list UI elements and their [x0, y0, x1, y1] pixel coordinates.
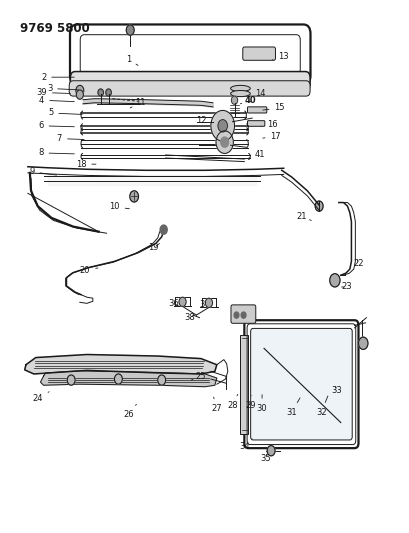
FancyBboxPatch shape [70, 71, 309, 90]
FancyBboxPatch shape [250, 328, 351, 440]
Text: 13: 13 [272, 52, 288, 61]
Polygon shape [40, 371, 216, 387]
Text: 15: 15 [262, 103, 284, 112]
Circle shape [98, 89, 103, 96]
Text: 8: 8 [38, 148, 74, 157]
Circle shape [205, 298, 212, 308]
Ellipse shape [230, 91, 249, 96]
Text: 38: 38 [184, 313, 195, 322]
Text: 7: 7 [56, 134, 84, 143]
Text: 16: 16 [260, 120, 276, 129]
Circle shape [267, 446, 274, 456]
Text: 27: 27 [211, 397, 222, 413]
Circle shape [210, 110, 234, 141]
Bar [239, 335, 248, 434]
Text: 25: 25 [191, 372, 206, 381]
Text: 6: 6 [38, 122, 74, 130]
Circle shape [130, 191, 138, 202]
Ellipse shape [230, 85, 249, 92]
Text: 32: 32 [315, 396, 327, 417]
Circle shape [218, 119, 227, 132]
Circle shape [157, 375, 165, 385]
Text: 29: 29 [245, 395, 255, 410]
FancyBboxPatch shape [247, 120, 264, 126]
Text: 14: 14 [248, 89, 265, 98]
FancyBboxPatch shape [247, 107, 266, 113]
Text: 2: 2 [41, 72, 74, 82]
FancyBboxPatch shape [80, 35, 299, 75]
Text: 34: 34 [238, 439, 252, 451]
Text: 19: 19 [148, 243, 159, 252]
Circle shape [160, 225, 167, 235]
Circle shape [329, 273, 339, 287]
Circle shape [231, 96, 237, 104]
Circle shape [126, 25, 134, 35]
Circle shape [240, 312, 245, 318]
Text: 12: 12 [196, 116, 212, 128]
Circle shape [357, 337, 367, 350]
Circle shape [216, 131, 233, 154]
Text: 31: 31 [285, 398, 299, 417]
FancyBboxPatch shape [70, 25, 310, 85]
Text: 35: 35 [260, 454, 271, 463]
Text: 17: 17 [262, 132, 281, 141]
FancyBboxPatch shape [69, 81, 309, 96]
Circle shape [114, 374, 122, 384]
Text: 1: 1 [125, 55, 138, 66]
Text: 30: 30 [256, 394, 267, 413]
Text: 22: 22 [353, 260, 363, 269]
Text: 39: 39 [36, 88, 70, 97]
Text: 9769 5800: 9769 5800 [20, 22, 90, 35]
Text: 10: 10 [109, 202, 129, 211]
Text: 33: 33 [330, 386, 342, 395]
Circle shape [234, 312, 238, 318]
FancyBboxPatch shape [244, 320, 357, 448]
Text: 5: 5 [48, 109, 82, 117]
Polygon shape [25, 354, 216, 374]
Text: 41: 41 [248, 150, 265, 159]
Text: 4: 4 [39, 96, 74, 104]
Text: 3: 3 [47, 84, 78, 93]
Text: 9: 9 [29, 167, 56, 176]
FancyBboxPatch shape [230, 305, 255, 324]
Circle shape [179, 297, 186, 306]
Text: 11: 11 [130, 98, 145, 108]
Circle shape [220, 137, 228, 147]
Text: 20: 20 [79, 265, 98, 274]
Text: 36: 36 [168, 299, 178, 308]
Circle shape [76, 90, 83, 99]
Text: 21: 21 [295, 212, 310, 221]
Text: 23: 23 [341, 282, 351, 292]
Circle shape [315, 201, 322, 211]
Text: 28: 28 [227, 394, 237, 410]
FancyBboxPatch shape [242, 47, 275, 60]
Circle shape [76, 85, 83, 95]
Circle shape [106, 89, 111, 96]
Text: 18: 18 [76, 160, 96, 168]
Text: 37: 37 [198, 301, 209, 309]
Circle shape [67, 375, 75, 385]
Text: 40: 40 [240, 96, 256, 104]
Text: 26: 26 [123, 405, 136, 419]
Text: 24: 24 [32, 392, 49, 403]
